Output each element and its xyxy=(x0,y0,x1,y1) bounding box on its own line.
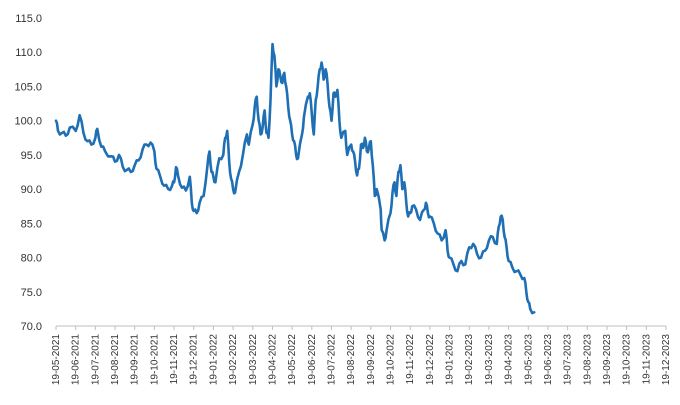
y-tick-label: 75.0 xyxy=(21,287,42,299)
x-tick-label: 19-12-2022 xyxy=(425,334,436,386)
x-tick-label: 19-01-2023 xyxy=(445,334,456,386)
x-tick-label: 19-09-2021 xyxy=(130,334,141,386)
y-axis: 70.0 75.0 80.0 85.0 90.0 95.0 100.0 105.0 110.0 1… xyxy=(14,13,42,333)
y-tick-label: 95.0 xyxy=(21,150,42,162)
x-tick-label: 19-03-2023 xyxy=(484,334,495,386)
y-tick-label: 110.0 xyxy=(15,47,42,59)
x-tick-label: 19-02-2023 xyxy=(464,334,475,386)
x-tick-label: 19-09-2023 xyxy=(602,334,613,386)
series-layer xyxy=(54,42,536,315)
x-tick-label: 19-06-2021 xyxy=(71,334,82,386)
x-tick-label: 19-11-2021 xyxy=(169,334,180,385)
x-axis: 19-05-2021 19-06-2021 19-07-2021 19-08-2021… xyxy=(51,325,672,386)
y-tick-label: 80.0 xyxy=(21,253,42,265)
x-tick-label: 19-01-2022 xyxy=(208,334,219,386)
x-tick-label: 19-03-2022 xyxy=(248,334,259,386)
x-tick-label: 19-05-2021 xyxy=(51,334,62,386)
x-tick-label: 19-11-2022 xyxy=(405,334,416,385)
y-tick-label: 70.0 xyxy=(21,321,42,333)
y-tick-label: 100.0 xyxy=(14,116,42,128)
x-tick-label: 19-05-2022 xyxy=(287,334,298,386)
x-tick-label: 19-12-2023 xyxy=(661,334,672,386)
x-tick-label: 19-07-2023 xyxy=(563,334,574,386)
x-tick-label: 19-08-2022 xyxy=(346,334,357,386)
x-tick-label: 19-10-2023 xyxy=(622,334,633,386)
x-tick-label: 19-10-2022 xyxy=(386,334,397,386)
series-line xyxy=(54,42,536,315)
x-tick-label: 19-08-2023 xyxy=(582,334,593,386)
x-tick-label: 19-02-2022 xyxy=(228,334,239,386)
x-tick-label: 19-09-2022 xyxy=(366,334,377,386)
x-tick-label: 19-06-2023 xyxy=(543,334,554,386)
x-tick-label: 19-04-2023 xyxy=(504,334,515,386)
x-tick-label: 19-05-2023 xyxy=(523,334,534,386)
y-tick-label: 90.0 xyxy=(21,184,42,196)
y-tick-label: 105.0 xyxy=(14,81,42,93)
x-tick-label: 19-11-2023 xyxy=(641,334,652,385)
x-tick-label: 19-07-2022 xyxy=(326,334,337,386)
x-tick-label: 19-10-2021 xyxy=(149,334,160,386)
x-tick-label: 19-08-2021 xyxy=(110,334,121,386)
x-tick-label: 19-04-2022 xyxy=(267,334,278,386)
x-tick-label: 19-07-2021 xyxy=(90,334,101,386)
x-tick-label: 19-06-2022 xyxy=(307,334,318,386)
x-tick-label: 19-12-2021 xyxy=(189,334,200,386)
y-tick-label: 85.0 xyxy=(21,218,42,230)
y-tick-label: 115.0 xyxy=(15,13,42,25)
